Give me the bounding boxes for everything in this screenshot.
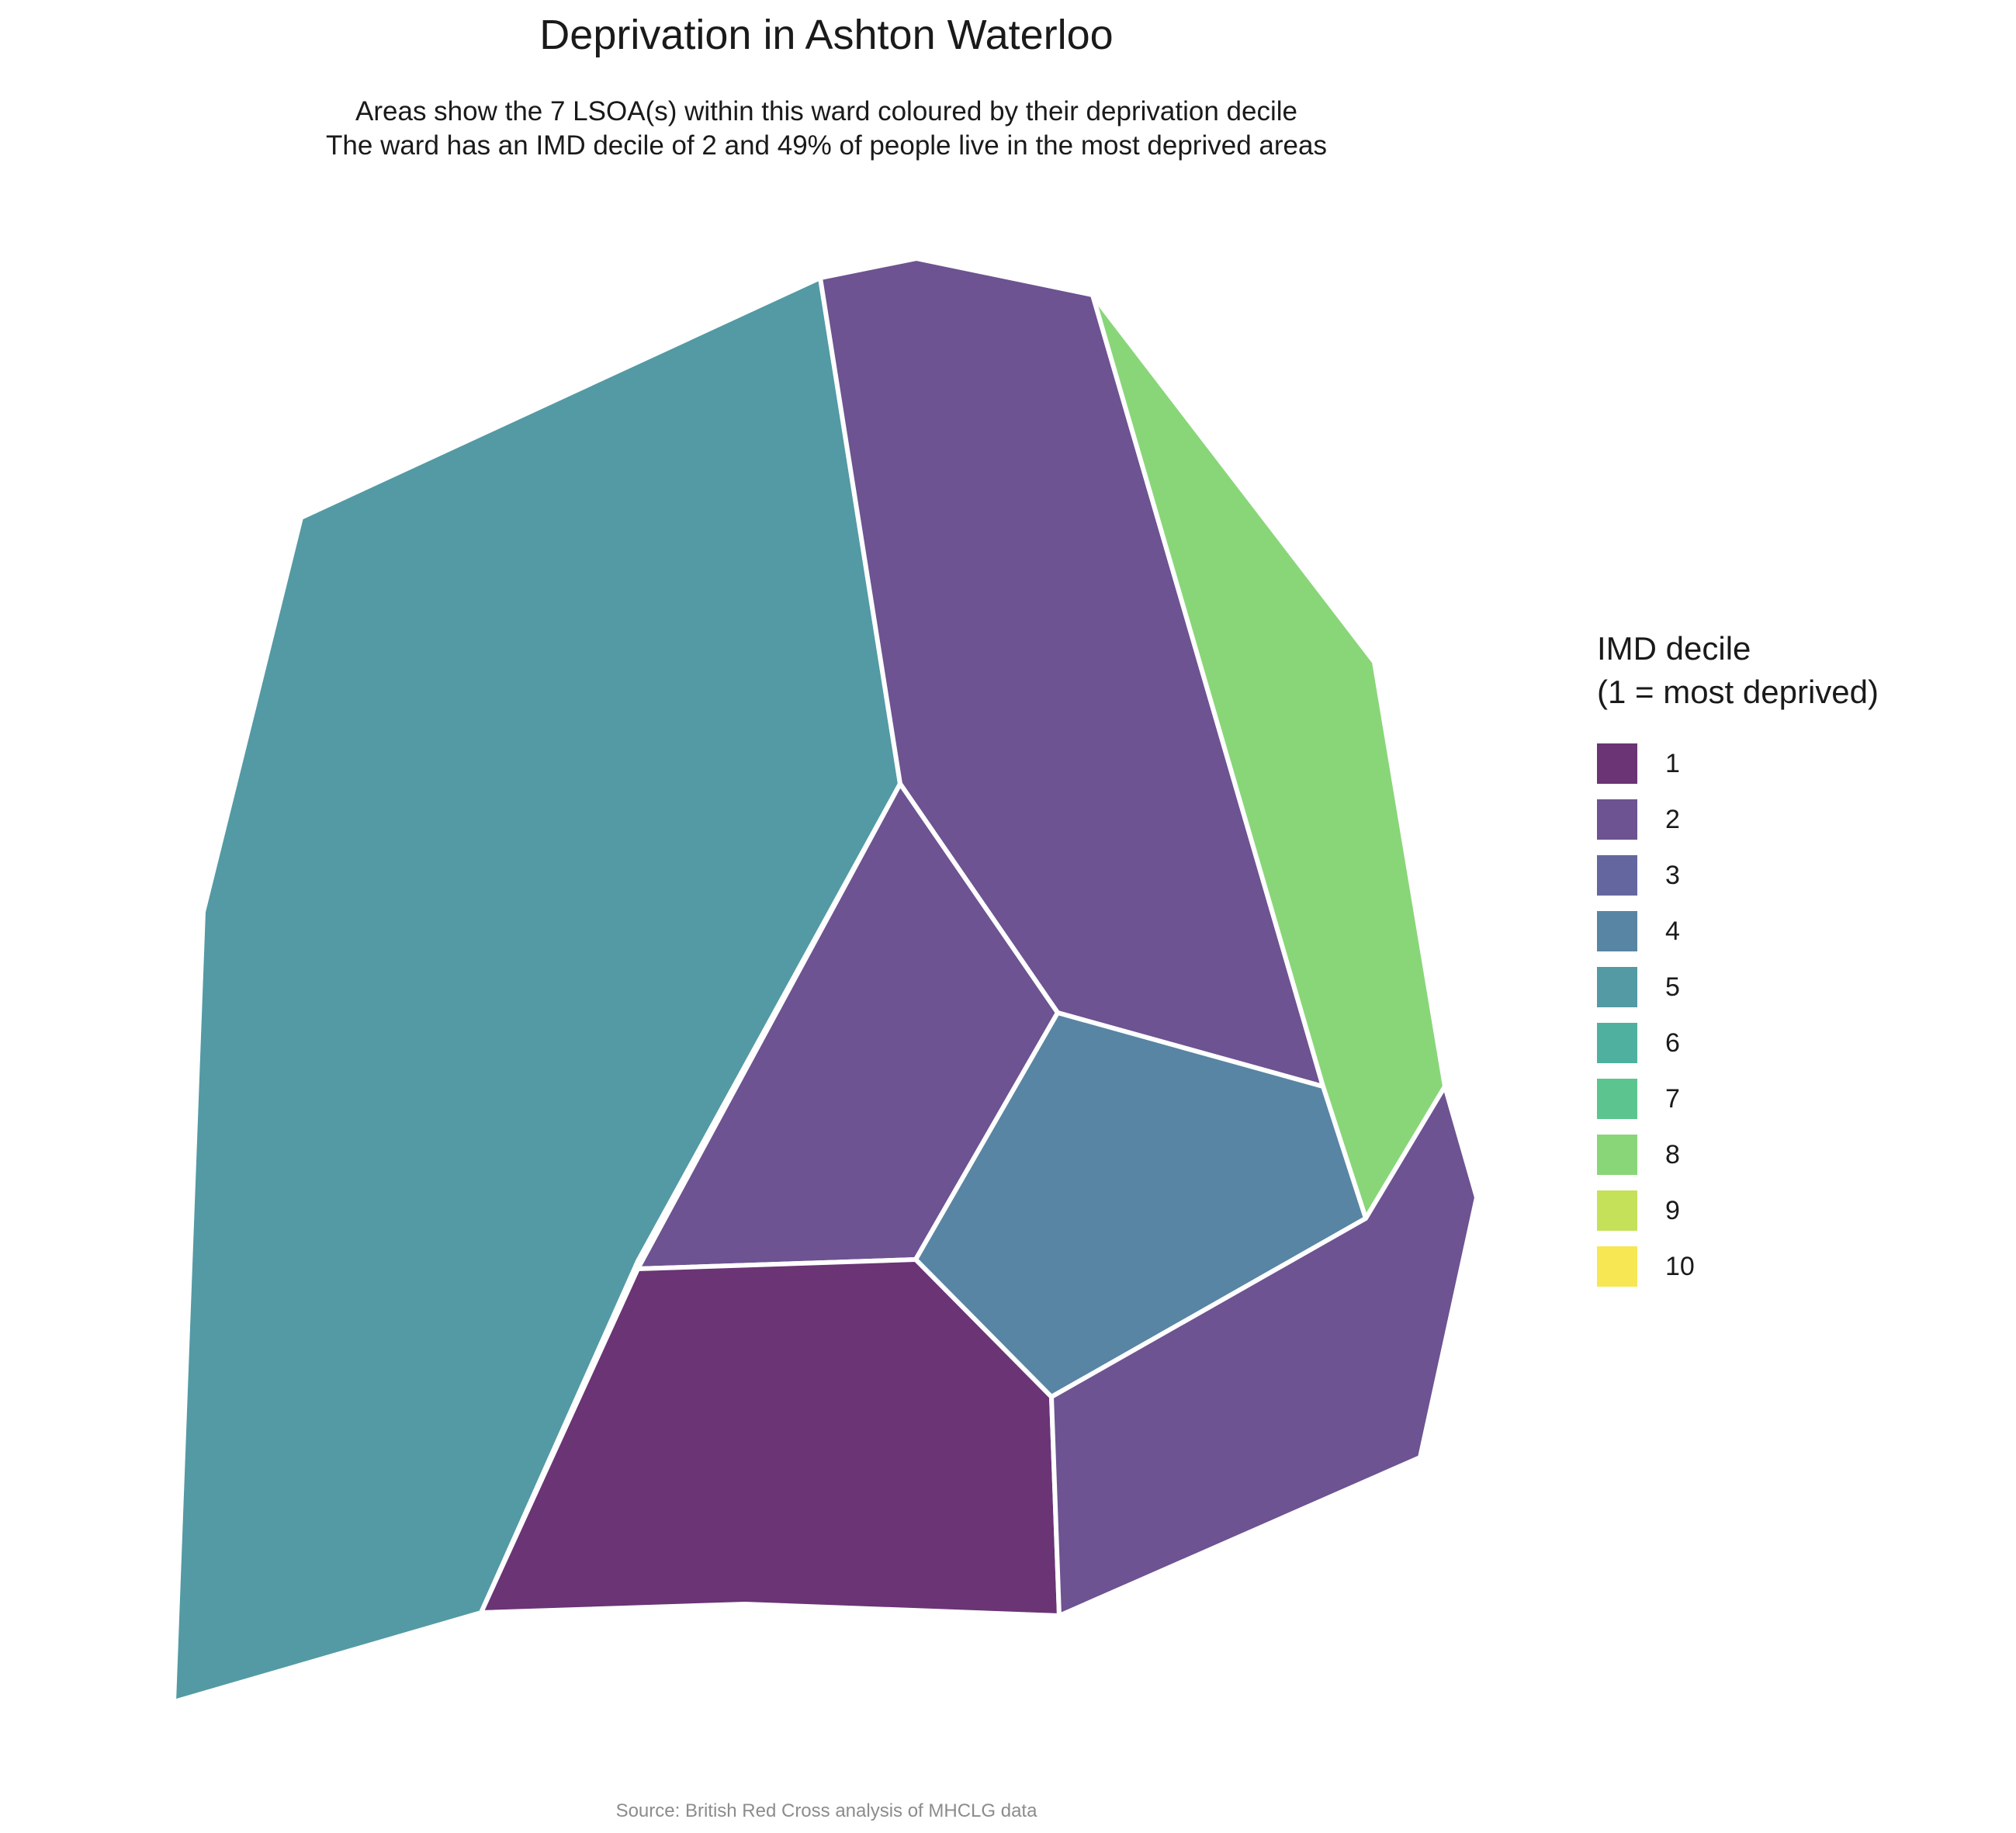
legend-label: 2 bbox=[1665, 804, 1680, 834]
legend-items: 1 2 3 4 5 6 7 8 9 10 bbox=[1597, 736, 1879, 1294]
legend-label: 5 bbox=[1665, 972, 1680, 1002]
legend-swatch bbox=[1597, 1190, 1637, 1231]
legend-swatch bbox=[1597, 911, 1637, 951]
legend-swatch bbox=[1597, 1135, 1637, 1175]
legend-swatch bbox=[1597, 1079, 1637, 1119]
legend-title-line-2: (1 = most deprived) bbox=[1597, 674, 1879, 710]
subtitle-line-1: Areas show the 7 LSOA(s) within this war… bbox=[355, 96, 1297, 126]
legend-item: 6 bbox=[1597, 1015, 1879, 1071]
legend-swatch bbox=[1597, 1246, 1637, 1287]
legend-item: 7 bbox=[1597, 1071, 1879, 1127]
legend: IMD decile (1 = most deprived) 1 2 3 4 5 6 7 8 9… bbox=[1597, 627, 1879, 1294]
legend-label: 7 bbox=[1665, 1083, 1680, 1114]
legend-swatch bbox=[1597, 743, 1637, 784]
legend-swatch bbox=[1597, 967, 1637, 1007]
legend-item: 2 bbox=[1597, 792, 1879, 847]
source-caption: Source: British Red Cross analysis of MH… bbox=[615, 1800, 1037, 1821]
legend-title-line-1: IMD decile bbox=[1597, 630, 1751, 667]
legend-item: 9 bbox=[1597, 1183, 1879, 1239]
legend-item: 8 bbox=[1597, 1127, 1879, 1183]
legend-label: 3 bbox=[1665, 860, 1680, 890]
legend-swatch bbox=[1597, 1023, 1637, 1063]
legend-label: 8 bbox=[1665, 1139, 1680, 1169]
legend-label: 1 bbox=[1665, 748, 1680, 778]
legend-swatch bbox=[1597, 855, 1637, 896]
legend-label: 9 bbox=[1665, 1195, 1680, 1225]
legend-item: 3 bbox=[1597, 847, 1879, 903]
legend-item: 5 bbox=[1597, 959, 1879, 1015]
chart-title: Deprivation in Ashton Waterloo bbox=[539, 12, 1114, 58]
legend-swatch bbox=[1597, 799, 1637, 840]
legend-label: 6 bbox=[1665, 1027, 1680, 1058]
legend-item: 10 bbox=[1597, 1239, 1879, 1294]
subtitle-line-2: The ward has an IMD decile of 2 and 49% … bbox=[326, 130, 1327, 161]
legend-item: 4 bbox=[1597, 903, 1879, 959]
lsoa-south-east bbox=[1049, 1084, 1479, 1618]
legend-item: 1 bbox=[1597, 736, 1879, 792]
legend-label: 10 bbox=[1665, 1251, 1695, 1281]
legend-label: 4 bbox=[1665, 916, 1680, 946]
